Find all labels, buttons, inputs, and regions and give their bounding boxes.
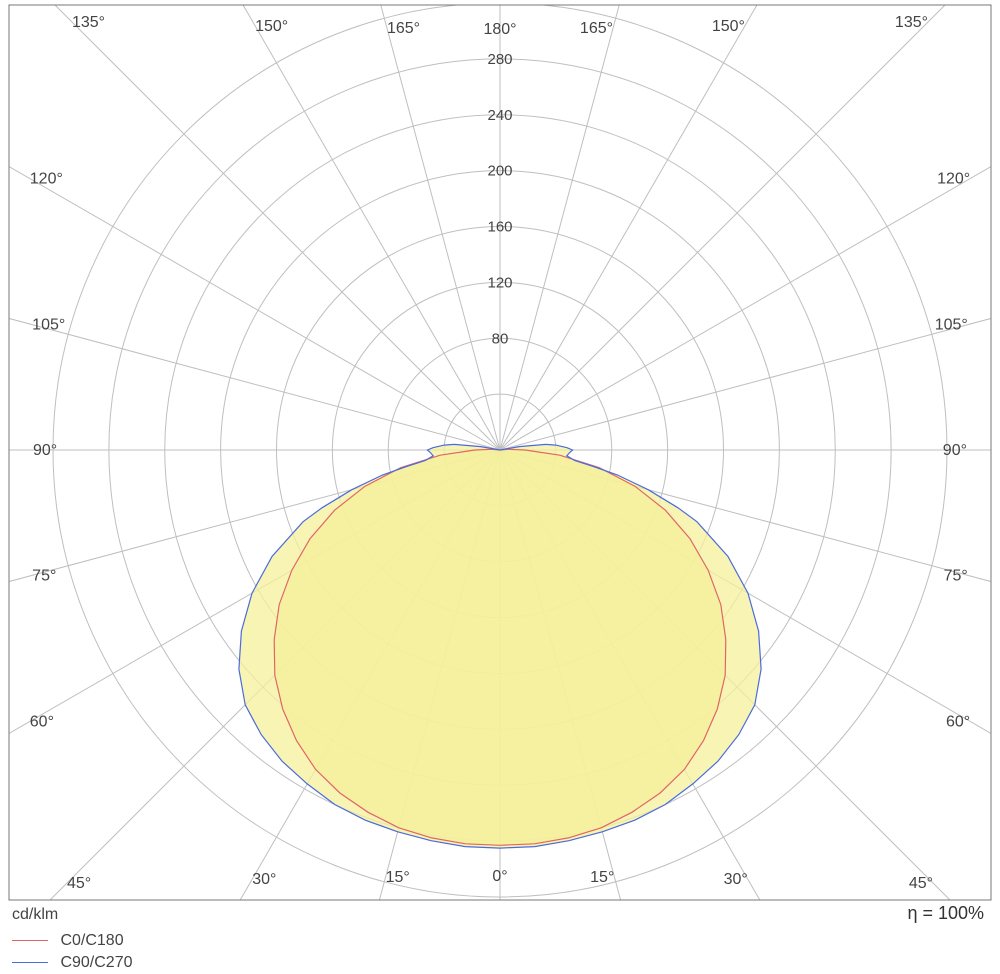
svg-text:15°: 15° <box>386 869 410 886</box>
axis-unit-label: cd/klm <box>12 906 58 923</box>
svg-text:75°: 75° <box>32 567 56 584</box>
svg-text:45°: 45° <box>67 875 91 892</box>
svg-text:165°: 165° <box>387 20 420 37</box>
svg-text:120°: 120° <box>30 171 63 188</box>
svg-text:105°: 105° <box>935 317 968 334</box>
svg-text:0°: 0° <box>492 868 507 885</box>
svg-text:75°: 75° <box>944 567 968 584</box>
legend-swatch-c0 <box>12 940 48 941</box>
svg-text:160: 160 <box>487 219 512 236</box>
svg-text:30°: 30° <box>724 871 748 888</box>
svg-text:80: 80 <box>492 330 509 347</box>
svg-text:60°: 60° <box>946 713 970 730</box>
legend-swatch-c90 <box>12 962 48 963</box>
svg-text:120: 120 <box>487 274 512 291</box>
svg-text:105°: 105° <box>32 317 65 334</box>
svg-text:280: 280 <box>487 51 512 68</box>
svg-text:135°: 135° <box>72 14 105 31</box>
svg-text:60°: 60° <box>30 713 54 730</box>
efficiency-label: η = 100% <box>907 903 984 923</box>
svg-text:150°: 150° <box>255 18 288 35</box>
svg-text:45°: 45° <box>909 875 933 892</box>
svg-text:90°: 90° <box>33 442 57 459</box>
svg-text:240: 240 <box>487 107 512 124</box>
legend-label-c90: C90/C270 <box>60 954 132 971</box>
svg-text:30°: 30° <box>252 871 276 888</box>
svg-text:165°: 165° <box>580 20 613 37</box>
svg-text:90°: 90° <box>943 442 967 459</box>
svg-text:135°: 135° <box>895 14 928 31</box>
legend-label-c0: C0/C180 <box>60 932 123 949</box>
svg-text:150°: 150° <box>712 18 745 35</box>
polar-chart: 80 120 160 200 240 280 0° 15° 15° 30° 30° 45° 45° 60°… <box>0 0 1000 908</box>
svg-text:180°: 180° <box>483 21 516 38</box>
svg-text:120°: 120° <box>937 171 970 188</box>
svg-text:200: 200 <box>487 163 512 180</box>
svg-text:15°: 15° <box>590 869 614 886</box>
